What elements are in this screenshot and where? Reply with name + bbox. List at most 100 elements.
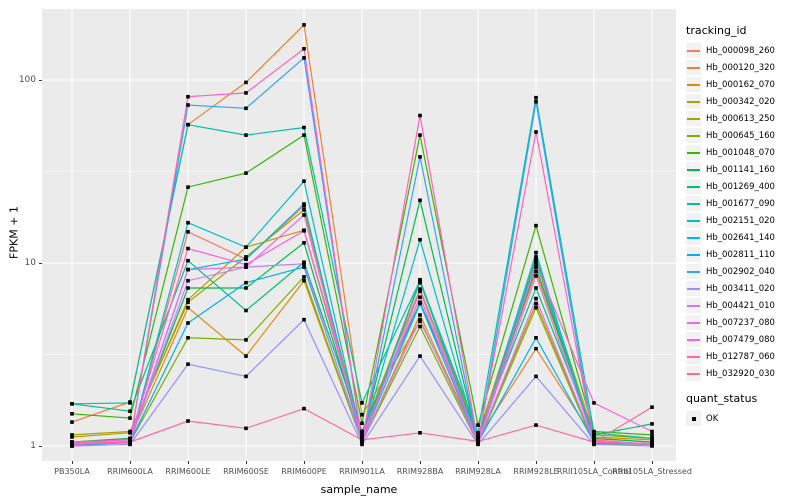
legend-item-Hb_007237_080: Hb_007237_080 bbox=[686, 314, 798, 331]
data-point bbox=[302, 204, 306, 208]
legend-item-label: Hb_002641_140 bbox=[706, 232, 775, 243]
data-point bbox=[592, 442, 596, 447]
data-point bbox=[418, 133, 422, 137]
data-point bbox=[70, 440, 74, 444]
data-point bbox=[186, 336, 190, 340]
legend-item-label: Hb_000613_250 bbox=[706, 113, 775, 124]
data-point bbox=[418, 289, 422, 294]
legend-key-line-icon bbox=[686, 213, 701, 228]
data-point bbox=[360, 442, 364, 447]
data-point bbox=[592, 433, 596, 437]
data-point bbox=[534, 286, 538, 290]
legend-item-label: Hb_002151_020 bbox=[706, 215, 775, 226]
data-point bbox=[244, 308, 248, 313]
legend-color-line bbox=[687, 66, 700, 69]
legend-item-Hb_000162_070: Hb_000162_070 bbox=[686, 76, 798, 93]
legend-items: Hb_000098_260 Hb_000120_320 Hb_000162_070 H… bbox=[686, 42, 798, 382]
legend-item-Hb_032920_030: Hb_032920_030 bbox=[686, 365, 798, 382]
data-point bbox=[418, 237, 422, 242]
x-tick-mark bbox=[536, 461, 537, 464]
legend-item-Hb_000613_250: Hb_000613_250 bbox=[686, 110, 798, 127]
data-point bbox=[244, 280, 248, 285]
data-point bbox=[244, 374, 248, 379]
legend-item-Hb_001141_160: Hb_001141_160 bbox=[686, 161, 798, 178]
legend-item-label: Hb_000162_070 bbox=[706, 79, 775, 90]
x-tick-label-RRIM928BA: RRIM928BA bbox=[396, 467, 444, 476]
legend-color-line bbox=[687, 117, 700, 120]
data-point bbox=[70, 435, 74, 439]
data-point bbox=[418, 431, 422, 435]
x-tick-label-RRIM600PE: RRIM600PE bbox=[281, 467, 327, 476]
plot-svg bbox=[42, 9, 676, 461]
legend-item-Hb_000098_260: Hb_000098_260 bbox=[686, 42, 798, 59]
x-tick-mark bbox=[478, 461, 479, 464]
data-point bbox=[534, 423, 538, 427]
legend-item-label: Hb_000342_020 bbox=[706, 96, 775, 107]
data-point bbox=[128, 429, 132, 434]
data-point bbox=[534, 274, 538, 278]
data-point bbox=[534, 296, 538, 301]
y-tick-mark bbox=[39, 446, 42, 447]
x-axis-title: sample_name bbox=[320, 483, 398, 496]
x-tick-mark bbox=[130, 461, 131, 464]
legend-item-label: Hb_004421_010 bbox=[706, 300, 775, 311]
x-tick-label-RRIM600LE: RRIM600LE bbox=[165, 467, 211, 476]
data-point bbox=[360, 433, 364, 437]
data-point bbox=[418, 301, 422, 306]
legend-item-Hb_002151_020: Hb_002151_020 bbox=[686, 212, 798, 229]
data-point bbox=[244, 338, 248, 342]
data-point bbox=[534, 250, 538, 255]
legend-color-line bbox=[687, 219, 700, 222]
data-point bbox=[650, 442, 654, 447]
data-point bbox=[592, 436, 596, 441]
data-point bbox=[418, 354, 422, 358]
data-point bbox=[476, 435, 480, 439]
data-point bbox=[186, 419, 190, 423]
data-point bbox=[534, 265, 538, 269]
data-point bbox=[302, 56, 306, 60]
legend-key-line-icon bbox=[686, 77, 701, 92]
legend-color-line bbox=[687, 83, 700, 86]
data-point bbox=[128, 409, 132, 413]
legend-item-label: Hb_002811_110 bbox=[706, 249, 775, 260]
data-point bbox=[418, 287, 422, 291]
data-point bbox=[302, 278, 306, 283]
legend-color-line bbox=[687, 100, 700, 103]
data-point bbox=[534, 374, 538, 379]
x-tick-label-RRIM901LA: RRIM901LA bbox=[339, 467, 385, 476]
data-point bbox=[186, 246, 190, 251]
legend-title-tracking-id: tracking_id bbox=[686, 24, 747, 37]
data-point bbox=[70, 433, 74, 437]
legend-item-label: Hb_001048_070 bbox=[706, 147, 775, 158]
data-point bbox=[70, 402, 74, 406]
data-point bbox=[534, 262, 538, 267]
data-point bbox=[244, 265, 248, 269]
data-point bbox=[186, 300, 190, 305]
y-tick-mark bbox=[39, 263, 42, 264]
data-point bbox=[360, 438, 364, 442]
legend-key-line-icon bbox=[686, 281, 701, 296]
black-square-point-icon bbox=[691, 416, 696, 421]
data-point bbox=[244, 255, 248, 259]
data-point bbox=[418, 113, 422, 118]
legend-color-line bbox=[687, 304, 700, 307]
legend-key-line-icon bbox=[686, 366, 701, 381]
data-point bbox=[534, 269, 538, 274]
legend-item-Hb_000342_020: Hb_000342_020 bbox=[686, 93, 798, 110]
x-tick-mark bbox=[72, 461, 73, 464]
data-point bbox=[650, 433, 654, 437]
data-point bbox=[418, 317, 422, 322]
data-point bbox=[534, 305, 538, 310]
data-point bbox=[302, 229, 306, 233]
data-point bbox=[592, 431, 596, 435]
x-tick-label-RRII105LA_Stressed: RRII105LA_Stressed bbox=[612, 467, 692, 476]
legend-color-line bbox=[687, 253, 700, 256]
data-point bbox=[244, 426, 248, 431]
data-point bbox=[302, 202, 306, 206]
legend-item-Hb_007479_080: Hb_007479_080 bbox=[686, 331, 798, 348]
legend-color-line bbox=[687, 168, 700, 171]
data-point bbox=[244, 286, 248, 290]
x-tick-label-PB350LA: PB350LA bbox=[54, 467, 90, 476]
legend-key-line-icon bbox=[686, 332, 701, 347]
